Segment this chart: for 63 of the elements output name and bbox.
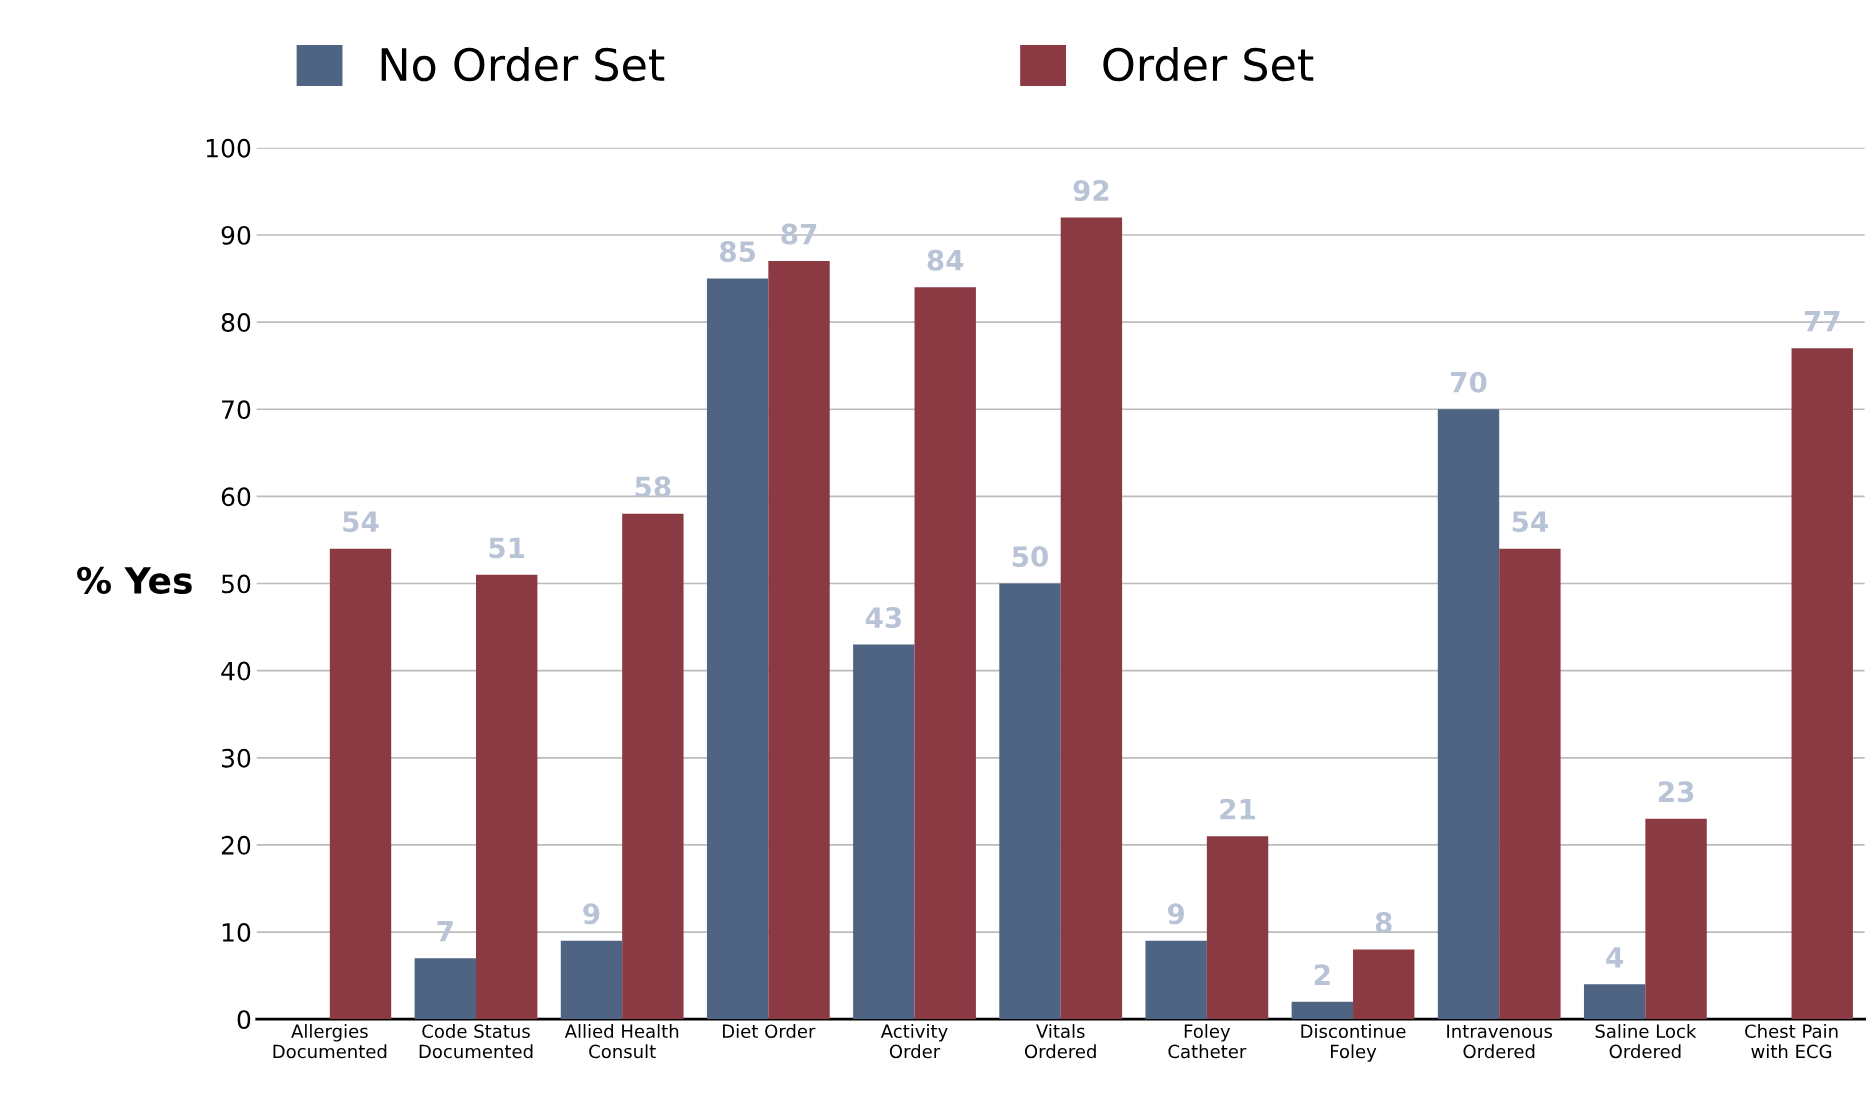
bar bbox=[999, 583, 1061, 1020]
y-tick-label: 90 bbox=[221, 225, 251, 245]
y-tick-label: 0 bbox=[237, 1010, 251, 1030]
x-tick-label: Allergies Documented bbox=[273, 1024, 387, 1059]
y-tick-label: 80 bbox=[221, 313, 251, 332]
y-axis-title: % Yes bbox=[77, 566, 192, 594]
y-tick-label: 50 bbox=[221, 574, 251, 594]
bar bbox=[560, 940, 623, 1020]
x-tick-label: Vitals Ordered bbox=[1024, 1024, 1096, 1059]
x-tick-label: Discontinue Foley bbox=[1301, 1024, 1406, 1062]
y-tick-label: 10 bbox=[222, 923, 251, 942]
bar bbox=[1437, 409, 1500, 1020]
bar bbox=[1145, 940, 1207, 1020]
data-label: 8 bbox=[1375, 911, 1392, 933]
bar bbox=[476, 574, 538, 1020]
bar bbox=[914, 287, 976, 1020]
y-tick-label: 30 bbox=[221, 748, 251, 768]
bar bbox=[1206, 836, 1269, 1020]
y-tick-label: 20 bbox=[221, 835, 251, 855]
bar bbox=[1645, 818, 1707, 1020]
bar bbox=[706, 278, 769, 1020]
y-tick-label: 60 bbox=[221, 487, 251, 507]
x-tick-label: Saline Lock Ordered bbox=[1595, 1024, 1697, 1059]
bar bbox=[1060, 217, 1123, 1020]
data-label: 54 bbox=[343, 511, 379, 533]
bar bbox=[1499, 548, 1561, 1020]
data-label: 84 bbox=[927, 249, 964, 271]
bar bbox=[1583, 984, 1646, 1020]
data-label: 50 bbox=[1012, 546, 1048, 568]
x-tick-label: Foley Catheter bbox=[1168, 1024, 1247, 1059]
y-tick-label: 70 bbox=[222, 400, 251, 420]
bar bbox=[853, 644, 915, 1020]
bar bbox=[768, 261, 830, 1020]
x-tick-label: Intravenous Ordered bbox=[1447, 1024, 1553, 1059]
y-tick-label: 40 bbox=[221, 661, 251, 681]
data-label: 92 bbox=[1073, 180, 1109, 202]
data-label: 4 bbox=[1606, 947, 1624, 968]
data-label: 51 bbox=[489, 537, 525, 559]
data-label: 2 bbox=[1314, 964, 1330, 985]
data-label: 43 bbox=[865, 607, 901, 629]
data-label: 9 bbox=[583, 903, 600, 925]
x-tick-label: Chest Pain with ECG bbox=[1745, 1024, 1838, 1059]
y-tick-label: 100 bbox=[206, 138, 251, 158]
data-label: 58 bbox=[635, 476, 671, 498]
x-tick-label: Code Status Documented bbox=[419, 1024, 533, 1059]
bar bbox=[1291, 1001, 1354, 1020]
data-label: 54 bbox=[1512, 511, 1548, 533]
data-label: 9 bbox=[1167, 903, 1185, 925]
bar bbox=[1791, 348, 1853, 1020]
legend-label: No Order Set bbox=[381, 46, 665, 82]
data-label: 85 bbox=[720, 241, 756, 263]
x-tick-label: Allied Health Consult bbox=[564, 1024, 679, 1059]
data-label: 70 bbox=[1451, 371, 1487, 393]
data-label: 21 bbox=[1220, 798, 1255, 820]
legend-label: Order Set bbox=[1103, 46, 1314, 82]
data-label: 23 bbox=[1658, 781, 1694, 803]
bar bbox=[1353, 949, 1415, 1020]
bar bbox=[329, 548, 392, 1020]
data-label: 87 bbox=[781, 223, 817, 245]
bar bbox=[414, 958, 476, 1020]
bar bbox=[622, 513, 684, 1020]
x-tick-label: Diet Order bbox=[723, 1024, 816, 1039]
x-tick-label: Activity Order bbox=[880, 1024, 948, 1059]
